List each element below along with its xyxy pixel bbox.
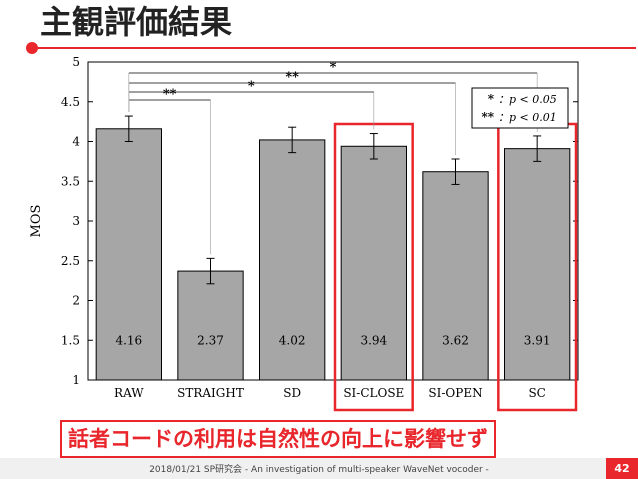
slide-title: 主観評価結果 bbox=[40, 3, 233, 41]
significance-mark: ** bbox=[163, 87, 177, 102]
y-tick-label: 1.5 bbox=[61, 333, 80, 347]
bar bbox=[177, 270, 244, 381]
significance-mark: * bbox=[248, 79, 255, 94]
page-number: 42 bbox=[606, 458, 638, 479]
bar bbox=[422, 171, 489, 381]
significance-mark: ** bbox=[285, 70, 299, 85]
y-tick-label: 5 bbox=[72, 55, 80, 69]
conclusion-box: 話者コードの利用は自然性の向上に影響せず bbox=[60, 420, 496, 458]
bar-value-label: 3.62 bbox=[442, 333, 469, 347]
y-tick-label: 4 bbox=[72, 135, 80, 149]
y-tick-label: 4.5 bbox=[61, 95, 80, 109]
footer-bar bbox=[0, 458, 638, 479]
bar-value-label: 3.94 bbox=[360, 333, 387, 347]
bar bbox=[340, 145, 407, 381]
legend-text: ：p < 0.05 bbox=[498, 93, 557, 106]
bar-value-label: 2.37 bbox=[197, 333, 224, 347]
bar-value-label: 4.16 bbox=[115, 333, 142, 347]
x-tick-label: STRAIGHT bbox=[177, 386, 244, 400]
title-bullet-dot bbox=[26, 42, 38, 54]
title-underline bbox=[36, 47, 636, 49]
legend-text: ：p < 0.01 bbox=[498, 111, 557, 124]
y-tick-label: 1 bbox=[72, 373, 80, 387]
legend-mark: * bbox=[488, 92, 495, 106]
y-tick-label: 3 bbox=[72, 214, 80, 228]
mos-bar-chart: 1 1.5 2 2.5 3 3.5 4 4.5 5 MOS 4.16 RAW 2.37 STRAIGHT 4… bbox=[29, 55, 579, 412]
x-tick-label: SI-CLOSE bbox=[343, 386, 404, 400]
bar bbox=[259, 139, 326, 381]
x-tick-label: RAW bbox=[114, 386, 144, 400]
x-tick-label: SC bbox=[528, 386, 545, 400]
y-tick-label: 2.5 bbox=[61, 254, 80, 268]
x-tick-label: SI-OPEN bbox=[428, 386, 482, 400]
footer-text: 2018/01/21 SP研究会 - An investigation of m… bbox=[149, 465, 489, 475]
bar bbox=[95, 128, 162, 381]
legend-box bbox=[471, 87, 569, 129]
legend-mark: ** bbox=[481, 110, 494, 124]
x-tick-label: SD bbox=[283, 386, 301, 400]
bar-value-label: 4.02 bbox=[279, 333, 306, 347]
y-tick-label: 3.5 bbox=[61, 174, 80, 188]
bar-value-label: 3.91 bbox=[524, 333, 551, 347]
y-tick-label: 2 bbox=[72, 294, 80, 308]
significance-mark: * bbox=[330, 60, 337, 75]
y-axis-label: MOS bbox=[29, 205, 44, 238]
bar bbox=[504, 148, 571, 381]
